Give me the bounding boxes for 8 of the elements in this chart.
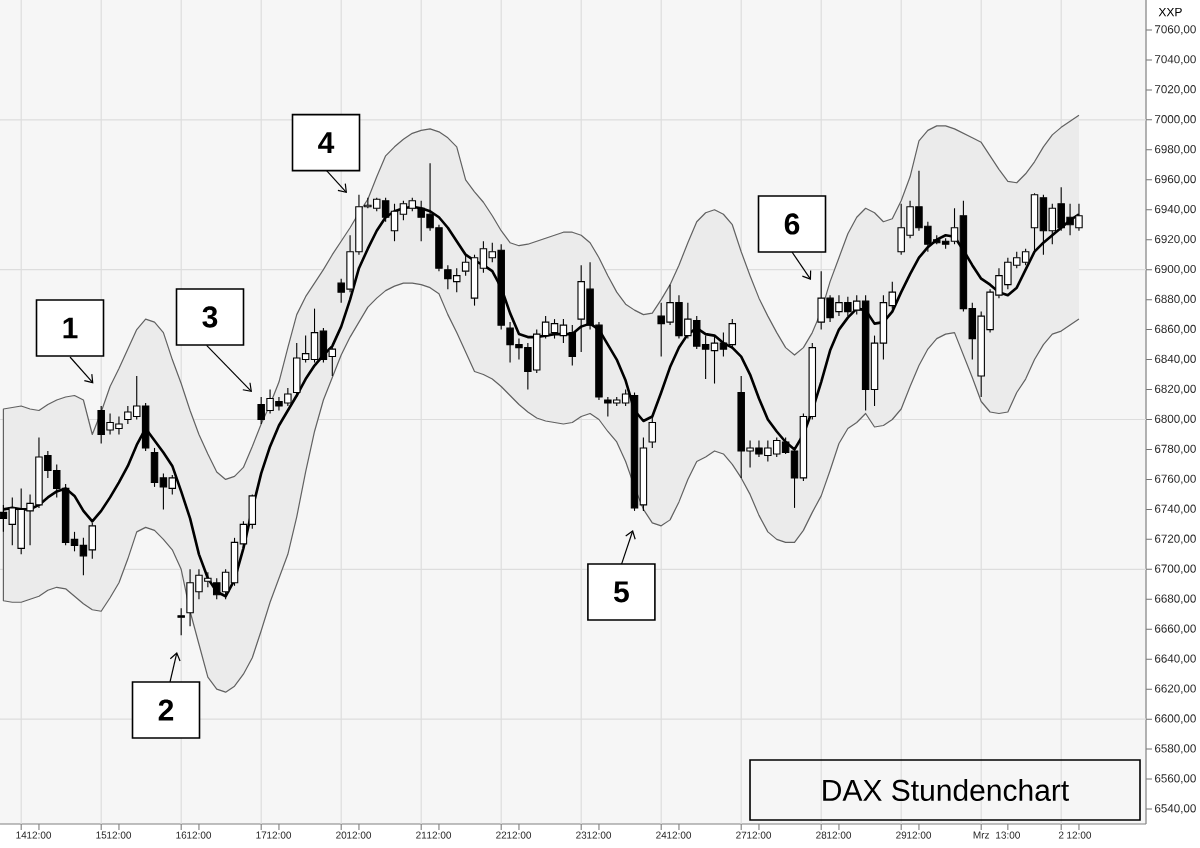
annotation: 2 <box>158 699 174 721</box>
annotation: 6 <box>784 213 800 235</box>
candlestick <box>310 308 319 364</box>
text: DAX Stundenchart <box>823 778 1069 801</box>
annotation: 4 <box>318 132 335 153</box>
annotation: 1 <box>63 317 78 339</box>
annotation: 3 <box>202 306 218 328</box>
annotation: 5 <box>613 581 629 603</box>
